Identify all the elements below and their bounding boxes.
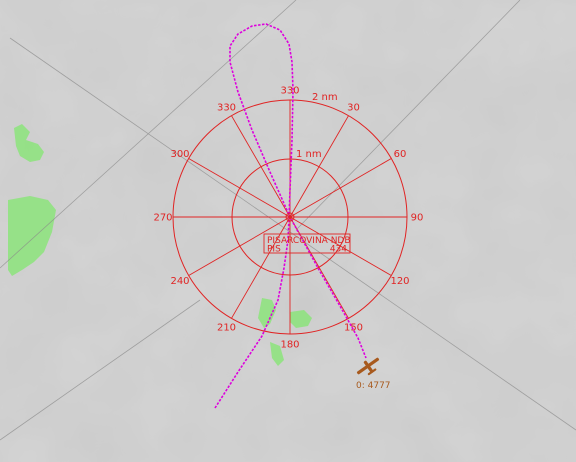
range-ring-outer-label: 2 nm [312, 92, 338, 103]
land-patch [258, 298, 276, 328]
ndb-frequency-label: 434 [330, 245, 347, 255]
bearing-label: 30 [347, 103, 360, 114]
ndb-name-label: PISARCOVINA NDB [267, 236, 351, 246]
aircraft-marker[interactable]: 0: 4777 [354, 354, 391, 391]
flight-track [214, 23, 367, 409]
ndb-symbol-icon [285, 212, 295, 222]
bearing-label: 90 [411, 213, 424, 224]
land-areas [8, 124, 312, 366]
bearing-label: 180 [280, 340, 299, 351]
bearing-spoke [289, 158, 392, 218]
bearing-label: 60 [394, 149, 407, 160]
grid-line [0, 0, 297, 269]
bearing-label: 120 [390, 276, 409, 287]
bearing-spoke [231, 115, 291, 218]
bearing-label: 330 [217, 103, 236, 114]
aircraft-label: 0: 4777 [356, 381, 391, 391]
airplane-icon [356, 357, 380, 376]
bearing-label: 150 [344, 323, 363, 334]
land-patch [290, 310, 312, 328]
bearing-label: 240 [170, 276, 189, 287]
bearing-label: 330 [280, 86, 299, 97]
bearing-spoke [188, 158, 291, 218]
bearing-label: 270 [153, 213, 172, 224]
bearing-spoke [188, 216, 291, 276]
bearing-label: 210 [217, 323, 236, 334]
land-patch [8, 196, 56, 276]
land-patch [270, 342, 284, 366]
range-ring-inner-label: 1 nm [296, 149, 322, 160]
ndb-center-dot-icon [288, 215, 292, 219]
ndb-navaid[interactable]: PISARCOVINA NDB PIS 434 [263, 212, 351, 255]
ndb-label-box [263, 233, 351, 254]
grid-line [0, 299, 201, 441]
bearing-label: 300 [170, 149, 189, 160]
ndb-ident-label: PIS [267, 245, 281, 255]
bearing-spoke [289, 115, 349, 218]
bearing-labels: 30 60 90 120 150 180 210 240 270 300 330 330 [153, 86, 423, 351]
land-patch [14, 124, 44, 162]
bearing-spoke [289, 216, 392, 276]
